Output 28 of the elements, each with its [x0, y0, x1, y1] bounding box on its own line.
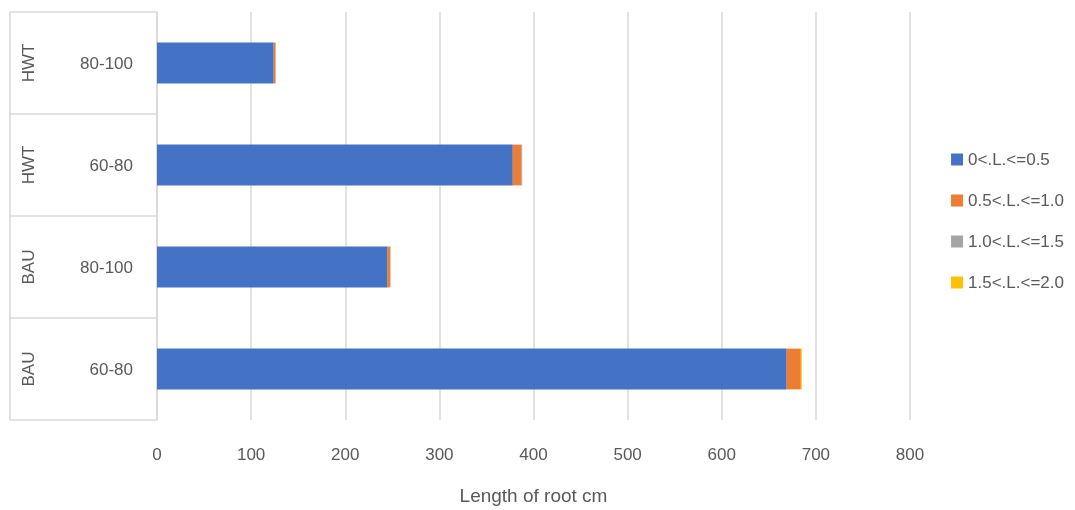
bar [157, 42, 274, 84]
x-tick-label: 200 [331, 445, 360, 464]
x-tick-label: 700 [801, 445, 831, 464]
x-axis-title: Length of root cm [459, 485, 608, 506]
bar [157, 246, 388, 288]
x-tick-label: 100 [236, 445, 266, 464]
y-tick-label: 60-80 [89, 359, 133, 379]
legend-label: 0.5<.L.<=1.0 [968, 191, 1064, 210]
y-tick-label: 80-100 [80, 53, 133, 73]
legend-label: 0<.L.<=0.5 [968, 150, 1050, 169]
x-tick-label: 300 [425, 445, 454, 464]
legend-label: 1.0<.L.<=1.5 [968, 232, 1064, 251]
x-tick-label: 600 [707, 445, 736, 464]
y2-tick-label: BAU [19, 249, 38, 285]
y-tick-label: 80-100 [80, 257, 133, 277]
legend-label: 1.5<.L.<=2.0 [968, 273, 1064, 292]
bar [786, 348, 801, 390]
bar [512, 144, 522, 186]
x-tick-label: 0 [152, 445, 162, 464]
y2-tick-label: HWT [19, 43, 38, 83]
y2-tick-label: BAU [19, 351, 38, 387]
y2-tick-label: HWT [19, 145, 38, 185]
bar [157, 144, 513, 186]
y-tick-label: 60-80 [89, 155, 133, 175]
x-tick-label: 400 [519, 445, 548, 464]
bar [157, 348, 787, 390]
x-tick-label: 500 [613, 445, 642, 464]
x-tick-label: 800 [895, 445, 925, 464]
